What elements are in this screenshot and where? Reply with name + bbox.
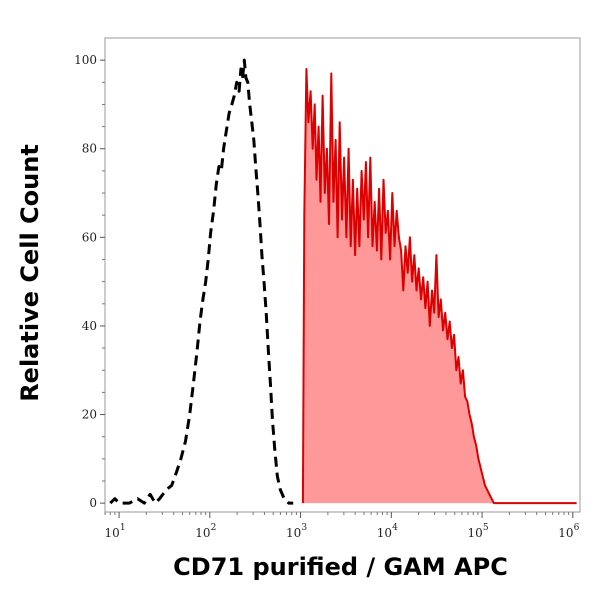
y-axis-title: Relative Cell Count: [16, 144, 44, 402]
x-tick-label: 101: [105, 523, 126, 540]
x-tick-label: 105: [468, 523, 489, 540]
x-tick-label: 102: [195, 523, 216, 540]
x-axis: 101 102 103 104 105 106: [104, 512, 580, 540]
x-tick-label: 106: [558, 523, 579, 540]
y-tick-label: 80: [82, 142, 97, 156]
y-tick-label: 100: [74, 53, 97, 67]
x-tick-label: 104: [377, 523, 398, 540]
y-tick-label: 0: [89, 496, 97, 510]
cd71-histogram-line: [301, 68, 577, 505]
y-tick-label: 20: [82, 408, 97, 422]
y-tick-label: 60: [82, 230, 97, 244]
cd71-histogram-fill: [302, 69, 577, 504]
y-tick-label: 40: [82, 319, 97, 333]
x-tick-label: 103: [286, 523, 307, 540]
plot-area: [104, 37, 581, 513]
y-axis: 0 20 40 60 80 100: [74, 53, 105, 510]
x-axis-title: CD71 purified / GAM APC: [173, 553, 508, 581]
